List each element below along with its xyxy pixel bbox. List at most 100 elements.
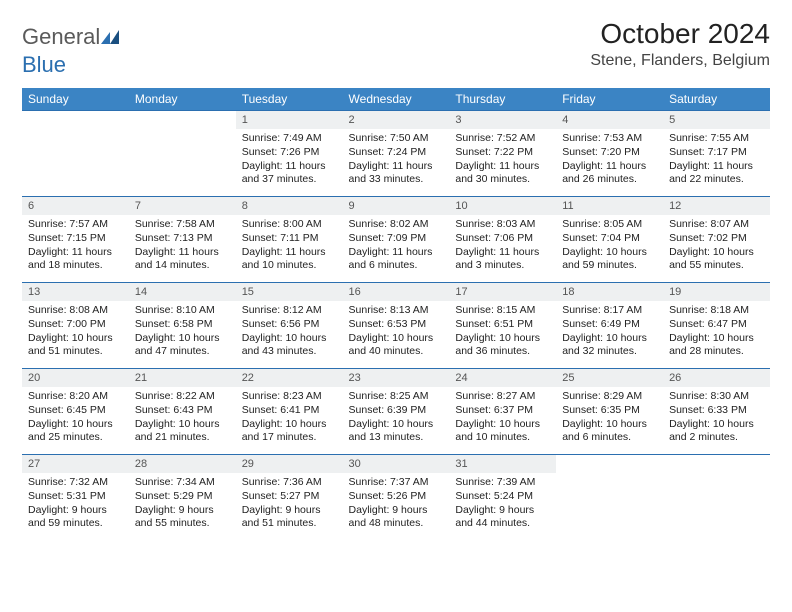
day-content: Sunrise: 8:17 AMSunset: 6:49 PMDaylight:… [556,301,663,363]
sunrise-text: Sunrise: 8:07 AM [669,218,764,232]
sunset-text: Sunset: 7:00 PM [28,318,123,332]
daylight-text: Daylight: 10 hours and 55 minutes. [669,246,764,273]
calendar-day-cell: 25Sunrise: 8:29 AMSunset: 6:35 PMDayligh… [556,369,663,455]
daylight-text: Daylight: 10 hours and 10 minutes. [455,418,550,445]
daylight-text: Daylight: 11 hours and 37 minutes. [242,160,337,187]
day-number: 29 [236,455,343,473]
daylight-text: Daylight: 11 hours and 14 minutes. [135,246,230,273]
day-number: 31 [449,455,556,473]
daylight-text: Daylight: 10 hours and 21 minutes. [135,418,230,445]
daylight-text: Daylight: 9 hours and 48 minutes. [349,504,444,531]
day-number: 16 [343,283,450,301]
day-content: Sunrise: 8:27 AMSunset: 6:37 PMDaylight:… [449,387,556,449]
sunset-text: Sunset: 7:26 PM [242,146,337,160]
day-number: 30 [343,455,450,473]
day-number: 10 [449,197,556,215]
weekday-header: Wednesday [343,88,450,111]
day-content: Sunrise: 7:37 AMSunset: 5:26 PMDaylight:… [343,473,450,535]
calendar-day-cell: 18Sunrise: 8:17 AMSunset: 6:49 PMDayligh… [556,283,663,369]
calendar-table: SundayMondayTuesdayWednesdayThursdayFrid… [22,88,770,541]
daylight-text: Daylight: 10 hours and 40 minutes. [349,332,444,359]
calendar-day-cell: 24Sunrise: 8:27 AMSunset: 6:37 PMDayligh… [449,369,556,455]
day-content: Sunrise: 7:49 AMSunset: 7:26 PMDaylight:… [236,129,343,191]
sunset-text: Sunset: 7:20 PM [562,146,657,160]
day-number: 27 [22,455,129,473]
daylight-text: Daylight: 11 hours and 6 minutes. [349,246,444,273]
sunrise-text: Sunrise: 7:50 AM [349,132,444,146]
day-content: Sunrise: 8:05 AMSunset: 7:04 PMDaylight:… [556,215,663,277]
daylight-text: Daylight: 10 hours and 17 minutes. [242,418,337,445]
sunrise-text: Sunrise: 8:30 AM [669,390,764,404]
day-number: 20 [22,369,129,387]
sunset-text: Sunset: 6:56 PM [242,318,337,332]
daylight-text: Daylight: 10 hours and 6 minutes. [562,418,657,445]
day-content: Sunrise: 8:30 AMSunset: 6:33 PMDaylight:… [663,387,770,449]
day-number: 15 [236,283,343,301]
day-number: 12 [663,197,770,215]
calendar-day-cell: 31Sunrise: 7:39 AMSunset: 5:24 PMDayligh… [449,455,556,541]
calendar-day-cell: 3Sunrise: 7:52 AMSunset: 7:22 PMDaylight… [449,111,556,197]
daylight-text: Daylight: 11 hours and 3 minutes. [455,246,550,273]
calendar-day-cell: 13Sunrise: 8:08 AMSunset: 7:00 PMDayligh… [22,283,129,369]
day-content: Sunrise: 8:23 AMSunset: 6:41 PMDaylight:… [236,387,343,449]
daylight-text: Daylight: 11 hours and 10 minutes. [242,246,337,273]
calendar-day-cell: 26Sunrise: 8:30 AMSunset: 6:33 PMDayligh… [663,369,770,455]
calendar-day-cell: 4Sunrise: 7:53 AMSunset: 7:20 PMDaylight… [556,111,663,197]
day-content: Sunrise: 8:03 AMSunset: 7:06 PMDaylight:… [449,215,556,277]
daylight-text: Daylight: 10 hours and 2 minutes. [669,418,764,445]
calendar-day-cell: 22Sunrise: 8:23 AMSunset: 6:41 PMDayligh… [236,369,343,455]
day-content: Sunrise: 8:02 AMSunset: 7:09 PMDaylight:… [343,215,450,277]
day-number: 6 [22,197,129,215]
day-number: 21 [129,369,236,387]
calendar-day-cell: 20Sunrise: 8:20 AMSunset: 6:45 PMDayligh… [22,369,129,455]
day-number: 17 [449,283,556,301]
sunset-text: Sunset: 5:27 PM [242,490,337,504]
sunset-text: Sunset: 7:24 PM [349,146,444,160]
day-content: Sunrise: 8:25 AMSunset: 6:39 PMDaylight:… [343,387,450,449]
day-number: 9 [343,197,450,215]
daylight-text: Daylight: 11 hours and 30 minutes. [455,160,550,187]
calendar-week-row: 1Sunrise: 7:49 AMSunset: 7:26 PMDaylight… [22,111,770,197]
day-content: Sunrise: 8:12 AMSunset: 6:56 PMDaylight:… [236,301,343,363]
calendar-day-cell: 16Sunrise: 8:13 AMSunset: 6:53 PMDayligh… [343,283,450,369]
location: Stene, Flanders, Belgium [590,52,770,70]
day-number: 14 [129,283,236,301]
sunrise-text: Sunrise: 8:17 AM [562,304,657,318]
day-content: Sunrise: 8:00 AMSunset: 7:11 PMDaylight:… [236,215,343,277]
calendar-day-cell: 28Sunrise: 7:34 AMSunset: 5:29 PMDayligh… [129,455,236,541]
calendar-day-cell: 23Sunrise: 8:25 AMSunset: 6:39 PMDayligh… [343,369,450,455]
calendar-day-cell: 7Sunrise: 7:58 AMSunset: 7:13 PMDaylight… [129,197,236,283]
daylight-text: Daylight: 10 hours and 28 minutes. [669,332,764,359]
day-number: 22 [236,369,343,387]
calendar-day-cell: 9Sunrise: 8:02 AMSunset: 7:09 PMDaylight… [343,197,450,283]
sunrise-text: Sunrise: 8:05 AM [562,218,657,232]
calendar-day-cell: 6Sunrise: 7:57 AMSunset: 7:15 PMDaylight… [22,197,129,283]
day-number: 24 [449,369,556,387]
day-content: Sunrise: 8:22 AMSunset: 6:43 PMDaylight:… [129,387,236,449]
daylight-text: Daylight: 9 hours and 55 minutes. [135,504,230,531]
calendar-day-cell: 17Sunrise: 8:15 AMSunset: 6:51 PMDayligh… [449,283,556,369]
sunset-text: Sunset: 6:33 PM [669,404,764,418]
weekday-header: Friday [556,88,663,111]
day-content: Sunrise: 8:07 AMSunset: 7:02 PMDaylight:… [663,215,770,277]
logo: General Blue [22,18,119,78]
title-block: October 2024 Stene, Flanders, Belgium [590,18,770,70]
sunrise-text: Sunrise: 7:49 AM [242,132,337,146]
calendar-day-cell: 14Sunrise: 8:10 AMSunset: 6:58 PMDayligh… [129,283,236,369]
sunset-text: Sunset: 7:04 PM [562,232,657,246]
calendar-week-row: 6Sunrise: 7:57 AMSunset: 7:15 PMDaylight… [22,197,770,283]
day-content: Sunrise: 7:53 AMSunset: 7:20 PMDaylight:… [556,129,663,191]
daylight-text: Daylight: 10 hours and 25 minutes. [28,418,123,445]
sunrise-text: Sunrise: 7:36 AM [242,476,337,490]
sunset-text: Sunset: 6:58 PM [135,318,230,332]
calendar-day-cell: 27Sunrise: 7:32 AMSunset: 5:31 PMDayligh… [22,455,129,541]
calendar-day-cell: 12Sunrise: 8:07 AMSunset: 7:02 PMDayligh… [663,197,770,283]
calendar-week-row: 20Sunrise: 8:20 AMSunset: 6:45 PMDayligh… [22,369,770,455]
day-content: Sunrise: 8:29 AMSunset: 6:35 PMDaylight:… [556,387,663,449]
daylight-text: Daylight: 10 hours and 59 minutes. [562,246,657,273]
day-content: Sunrise: 7:39 AMSunset: 5:24 PMDaylight:… [449,473,556,535]
calendar-day-cell: 19Sunrise: 8:18 AMSunset: 6:47 PMDayligh… [663,283,770,369]
daylight-text: Daylight: 10 hours and 13 minutes. [349,418,444,445]
logo-text-blue: Blue [22,52,66,77]
day-content: Sunrise: 8:18 AMSunset: 6:47 PMDaylight:… [663,301,770,363]
